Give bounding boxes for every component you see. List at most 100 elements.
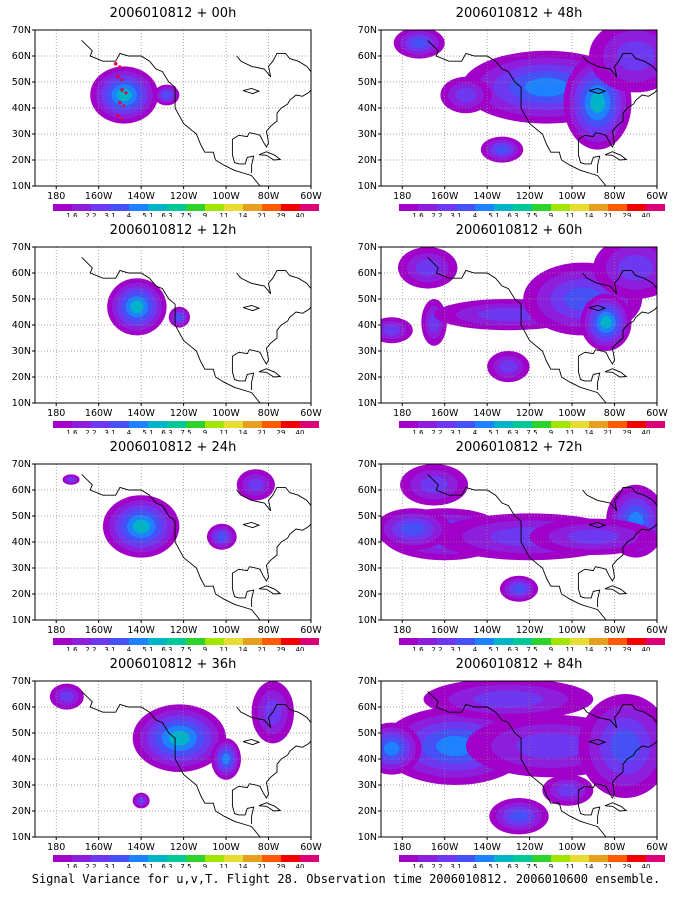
x-tick-label: 160W bbox=[431, 842, 459, 853]
x-tick-label: 140W bbox=[127, 625, 155, 636]
coastline bbox=[258, 802, 282, 812]
variance-contour bbox=[411, 38, 428, 48]
map-plot: 10N 20N 30N 40N 50N 60N 70N 180 160W 140W 120W 100W… bbox=[358, 676, 669, 868]
dropsonde-point bbox=[120, 78, 124, 82]
y-tick-label: 10N bbox=[12, 181, 31, 192]
coastline bbox=[258, 585, 282, 595]
variance-contour bbox=[169, 730, 190, 746]
coastline bbox=[577, 740, 657, 799]
dropsonde-point bbox=[120, 117, 124, 121]
colorbar-swatch bbox=[570, 204, 589, 211]
dropsonde-point bbox=[113, 62, 118, 66]
colorbar-swatch bbox=[608, 204, 627, 211]
colorbar-label: 14 bbox=[239, 646, 248, 651]
colorbar-label: 4 bbox=[473, 863, 478, 868]
colorbar-swatch bbox=[53, 204, 72, 211]
x-tick-label: 60W bbox=[646, 842, 668, 853]
coastline bbox=[242, 305, 261, 312]
colorbar-label: 14 bbox=[239, 429, 248, 434]
colorbar-label: 29 bbox=[623, 863, 632, 868]
colorbar-swatch bbox=[627, 638, 646, 645]
colorbar-label: 1.6 bbox=[412, 646, 424, 651]
colorbar-label: 14 bbox=[239, 863, 248, 868]
x-tick-label: 100W bbox=[558, 191, 586, 202]
coastline bbox=[242, 739, 261, 746]
coastline bbox=[81, 40, 261, 186]
colorbar-swatch bbox=[570, 855, 589, 862]
colorbar-label: 9 bbox=[549, 212, 553, 217]
colorbar-swatch bbox=[91, 204, 110, 211]
colorbar-swatch bbox=[513, 638, 532, 645]
colorbar-swatch bbox=[551, 421, 570, 428]
dropsonde-point bbox=[118, 101, 122, 105]
y-tick-label: 60N bbox=[12, 702, 31, 713]
colorbar-swatch bbox=[437, 421, 456, 428]
x-tick-label: 120W bbox=[170, 625, 198, 636]
colorbar-label: 40 bbox=[296, 429, 305, 434]
colorbar-swatch bbox=[627, 855, 646, 862]
colorbar-swatch bbox=[205, 638, 224, 645]
x-tick-label: 140W bbox=[127, 408, 155, 419]
x-tick-label: 140W bbox=[473, 625, 501, 636]
colorbar-label: 2.2 bbox=[85, 863, 96, 868]
variance-contour bbox=[495, 145, 509, 154]
colorbar-swatch bbox=[262, 855, 281, 862]
colorbar-label: 3.1 bbox=[450, 212, 461, 217]
variance-contour bbox=[436, 735, 475, 757]
colorbar-label: 2.2 bbox=[85, 646, 96, 651]
y-tick-label: 60N bbox=[12, 485, 31, 496]
dropsonde-point bbox=[116, 114, 120, 118]
colorbar-label: 6.3 bbox=[507, 212, 518, 217]
colorbar-label: 11 bbox=[220, 646, 229, 651]
map-panel: 2006010812 + 72h 10N 20N 30N 40N 50N 60N 70N 180… bbox=[346, 434, 692, 651]
colorbar-swatch bbox=[589, 421, 608, 428]
panel-title: 2006010812 + 00h bbox=[109, 6, 237, 21]
y-tick-label: 10N bbox=[358, 832, 377, 843]
y-tick-label: 70N bbox=[12, 676, 31, 687]
coastline bbox=[588, 88, 607, 95]
coastline bbox=[588, 305, 607, 312]
colorbar-swatch bbox=[513, 855, 532, 862]
map-panel: 2006010812 + 84h 10N 20N 30N 40N 50N 60N 70N 180… bbox=[346, 651, 692, 868]
y-tick-label: 40N bbox=[358, 537, 377, 548]
colorbar-label: 14 bbox=[585, 212, 594, 217]
y-tick-label: 10N bbox=[358, 398, 377, 409]
colorbar-label: 14 bbox=[585, 646, 594, 651]
colorbar-swatch bbox=[300, 855, 319, 862]
x-tick-label: 100W bbox=[212, 625, 240, 636]
colorbar-label: 2.2 bbox=[85, 212, 96, 217]
panel-title: 2006010812 + 24h bbox=[109, 440, 237, 455]
colorbar-swatch bbox=[589, 204, 608, 211]
map-panel: 2006010812 + 24h 10N 20N 30N 40N 50N 60N 70N 180… bbox=[0, 434, 346, 651]
variance-contour bbox=[59, 691, 74, 702]
x-tick-label: 180 bbox=[47, 625, 65, 636]
x-tick-label: 80W bbox=[258, 842, 280, 853]
variance-contour bbox=[455, 87, 477, 103]
colorbar-label: 21 bbox=[604, 429, 613, 434]
colorbar-label: 9 bbox=[203, 212, 207, 217]
colorbar-label: 9 bbox=[549, 863, 553, 868]
x-tick-label: 80W bbox=[258, 191, 280, 202]
colorbar-label: 6.3 bbox=[507, 646, 518, 651]
colorbar-swatch bbox=[281, 855, 300, 862]
panel-title: 2006010812 + 36h bbox=[109, 657, 237, 672]
y-tick-label: 50N bbox=[12, 511, 31, 522]
coastline bbox=[242, 522, 261, 529]
colorbar-label: 9 bbox=[549, 646, 553, 651]
y-tick-label: 60N bbox=[358, 268, 377, 279]
colorbar-label: 2.2 bbox=[431, 646, 442, 651]
colorbar-label: 21 bbox=[258, 429, 267, 434]
y-tick-label: 20N bbox=[358, 589, 377, 600]
colorbar-label: 40 bbox=[642, 646, 651, 651]
y-tick-label: 20N bbox=[358, 806, 377, 817]
y-tick-label: 50N bbox=[358, 294, 377, 305]
colorbar-swatch bbox=[475, 204, 494, 211]
dropsonde-point bbox=[122, 104, 126, 108]
colorbar-swatch bbox=[475, 638, 494, 645]
y-tick-label: 30N bbox=[12, 780, 31, 791]
colorbar-label: 5.1 bbox=[488, 212, 499, 217]
colorbar-label: 7.5 bbox=[180, 212, 191, 217]
map-plot: 10N 20N 30N 40N 50N 60N 70N 180 160W 140W 120W 100W… bbox=[12, 459, 323, 651]
colorbar-label: 9 bbox=[203, 863, 207, 868]
colorbar-label: 11 bbox=[220, 863, 229, 868]
